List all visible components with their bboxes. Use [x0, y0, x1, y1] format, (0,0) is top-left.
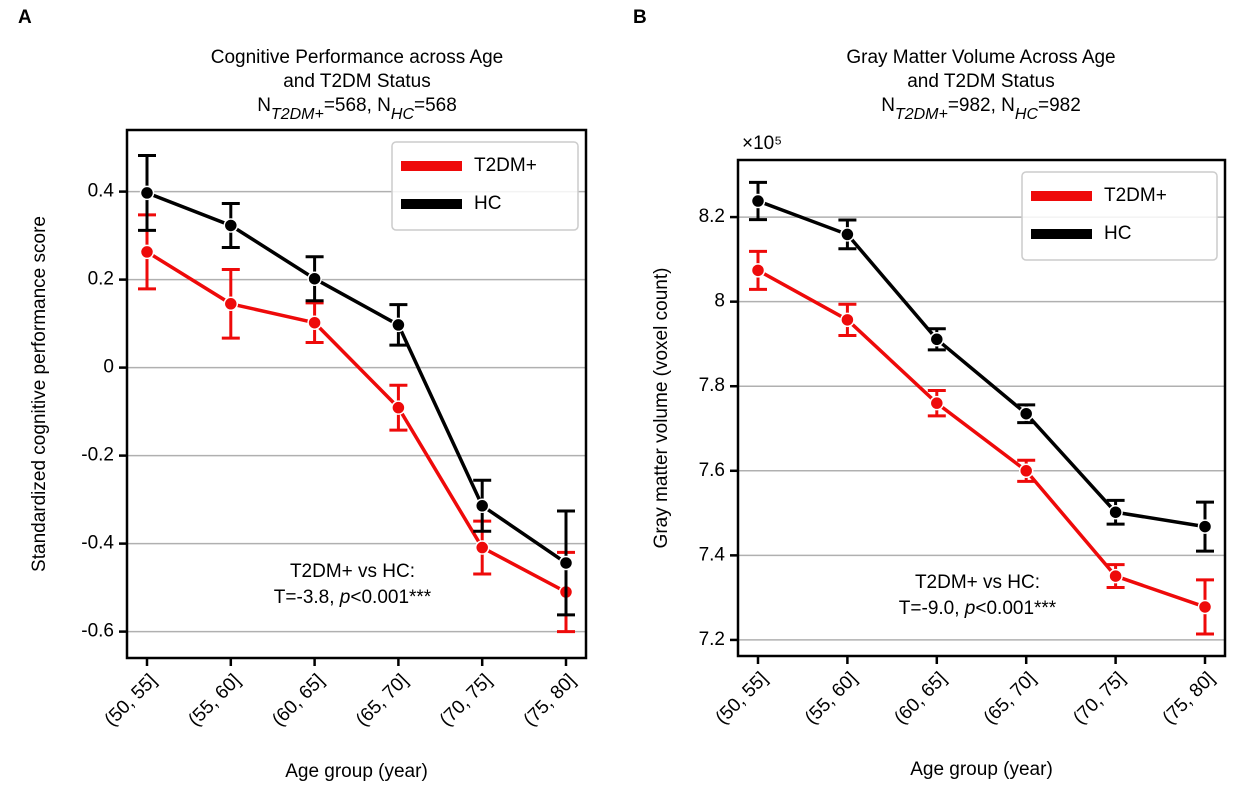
chart-title: and T2DM Status	[283, 71, 431, 92]
subtitle-part: =568, N	[324, 95, 391, 116]
annotation-part: p	[964, 598, 976, 619]
y-offset-label: ×10⁵	[742, 133, 782, 154]
x-tick-label: (70, 75]	[1069, 668, 1129, 728]
annotation-part: p	[339, 587, 351, 608]
chart-title: Gray Matter Volume Across Age	[846, 47, 1115, 68]
subtitle-part: HC	[391, 106, 415, 123]
y-tick-label: 7.8	[699, 375, 725, 396]
series-line	[757, 199, 1206, 529]
point	[750, 193, 766, 209]
legend-label: HC	[474, 193, 501, 214]
subtitle-part: =568	[414, 95, 457, 116]
point	[307, 271, 322, 286]
series-line	[146, 250, 567, 594]
annotation: T2DM+ vs HC:	[290, 561, 415, 582]
panel-label: B	[633, 7, 647, 28]
y-tick-label: 7.4	[699, 544, 726, 565]
point	[1108, 504, 1123, 520]
plot-frame	[736, 158, 1227, 658]
point	[307, 315, 322, 330]
point	[840, 227, 855, 242]
point	[474, 498, 490, 514]
x-axis-label: Age group (year)	[910, 759, 1053, 780]
point	[139, 244, 155, 260]
x-tick-label: (75, 80]	[1159, 668, 1219, 728]
y-tick-label: 0	[103, 357, 114, 378]
point	[750, 263, 766, 278]
chart-title: and T2DM Status	[907, 71, 1055, 92]
legend-label: HC	[1104, 223, 1131, 244]
subtitle-part: T2DM+	[895, 106, 948, 123]
legend-label: T2DM+	[474, 155, 537, 176]
y-tick-label: 0.4	[88, 181, 115, 202]
subtitle-part: =982, N	[948, 95, 1015, 116]
point	[223, 218, 239, 233]
y-tick-label: 8	[714, 291, 725, 312]
subtitle-part: N	[881, 95, 895, 116]
annotation: T=-9.0, p<0.001***	[899, 598, 1057, 619]
annotation-part: <0.001***	[350, 587, 431, 608]
x-tick-label: (55, 60]	[184, 670, 244, 730]
series-line	[146, 191, 567, 565]
point	[223, 296, 239, 312]
annotation-part: T=-9.0,	[899, 598, 965, 619]
x-axis-label: Age group (year)	[285, 761, 428, 782]
subtitle-part: T2DM+	[271, 106, 324, 123]
annotation-part: T=-3.8,	[274, 587, 340, 608]
y-tick-label: 8.2	[699, 206, 725, 227]
subtitle-part: N	[257, 95, 271, 116]
y-tick-label: -0.4	[81, 533, 114, 554]
y-axis-label: Gray matter volume (voxel count)	[651, 268, 672, 549]
point	[929, 395, 945, 411]
x-tick-label: (70, 75]	[436, 670, 496, 730]
point	[1108, 568, 1123, 584]
point	[840, 312, 855, 328]
y-tick-label: 0.2	[88, 269, 114, 290]
point	[1197, 519, 1213, 534]
y-tick-label: -0.2	[81, 445, 114, 466]
point	[139, 185, 155, 201]
subtitle-part: =982	[1038, 95, 1081, 116]
x-tick-label: (65, 70]	[980, 668, 1040, 728]
point	[929, 332, 945, 347]
x-tick-label: (60, 65]	[268, 670, 328, 730]
point	[391, 400, 406, 415]
y-axis-label: Standardized cognitive performance score	[29, 216, 50, 572]
chart-title: Cognitive Performance across Age	[211, 47, 504, 68]
x-tick-label: (50, 55]	[712, 668, 772, 728]
annotation: T2DM+ vs HC:	[915, 572, 1040, 593]
subtitle-part: HC	[1015, 106, 1039, 123]
point	[1197, 599, 1213, 615]
point	[558, 555, 574, 571]
series-line	[757, 268, 1206, 609]
point	[1018, 406, 1034, 421]
point	[1018, 463, 1034, 479]
x-tick-label: (75, 80]	[520, 670, 580, 730]
y-tick-label: 7.6	[699, 460, 725, 481]
y-tick-label: -0.6	[81, 621, 114, 642]
legend-label: T2DM+	[1104, 185, 1167, 206]
chart-subtitle: NT2DM+=568, NHC=568	[257, 95, 457, 123]
x-tick-label: (50, 55]	[101, 670, 161, 730]
x-tick-label: (65, 70]	[352, 670, 412, 730]
panel-label: A	[18, 7, 32, 28]
x-tick-label: (60, 65]	[890, 668, 950, 728]
x-tick-label: (55, 60]	[801, 668, 861, 728]
annotation-part: <0.001***	[975, 598, 1056, 619]
chart-subtitle: NT2DM+=982, NHC=982	[881, 95, 1081, 123]
y-tick-label: 7.2	[699, 629, 725, 650]
plot-frame	[125, 128, 588, 660]
point	[391, 317, 406, 333]
point	[474, 540, 490, 555]
annotation: T=-3.8, p<0.001***	[274, 587, 432, 608]
